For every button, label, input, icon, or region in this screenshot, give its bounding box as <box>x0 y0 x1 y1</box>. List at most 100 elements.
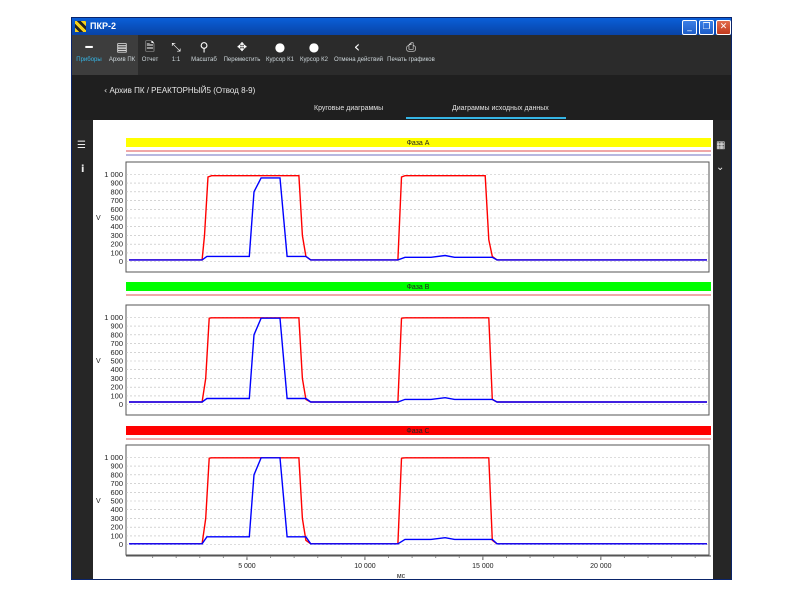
toolbar: ━ Приборы ▤ Архив ПК 🗎 Отчет ⤡ 1:1 ⚲ Мас… <box>72 35 731 75</box>
y-tick-label: 600 <box>110 205 123 214</box>
toolbar-label: Курсор К1 <box>265 57 294 63</box>
active-tab-indicator <box>406 117 566 119</box>
phase-title: Фаза B <box>407 284 430 291</box>
chevron-down-icon[interactable]: ⌄ <box>716 162 725 173</box>
pin-icon: ● <box>274 40 286 54</box>
y-tick-label: 700 <box>110 479 123 488</box>
y-tick-label: 100 <box>110 391 123 400</box>
tab-bar: Круговые диаграммы Диаграммы исходных да… <box>72 102 731 120</box>
breadcrumb[interactable]: ‹ Архив ПК / РЕАКТОРНЫЙ5 (Отвод 8-9) <box>104 86 255 95</box>
phase-header-bar <box>126 426 711 435</box>
toolbar-label: Масштаб <box>191 57 217 63</box>
y-tick-label: 100 <box>110 531 123 540</box>
info-icon[interactable]: i <box>81 164 85 175</box>
y-tick-label: 600 <box>110 348 123 357</box>
y-tick-label: 800 <box>110 330 123 339</box>
title-bar: ПКР-2 _ ❐ ✕ <box>72 18 731 35</box>
toolbar-button-fit[interactable]: ⤡ 1:1 <box>164 35 188 75</box>
app-window: ПКР-2 _ ❐ ✕ ━ Приборы ▤ Архив ПК 🗎 Отчет… <box>71 17 732 580</box>
toolbar-button-print[interactable]: ⎙ Печать графиков <box>386 35 436 75</box>
x-axis: 5 000 10 000 15 000 20 000 мс <box>126 555 711 580</box>
y-tick-label: 200 <box>110 240 123 249</box>
charts-area: Фаза A 0 100 200 300 400 500 600 700 800 900 1 000 V… <box>93 120 713 580</box>
x-tick-label: 20 000 <box>590 563 612 570</box>
toolbar-label: Архив ПК <box>108 57 136 63</box>
minimize-icon[interactable]: _ <box>682 20 697 35</box>
phase-header-bar <box>126 282 711 291</box>
back-icon: ‹ <box>353 37 361 56</box>
series-line-1 <box>129 457 707 545</box>
toolbar-label: Курсор К2 <box>299 57 328 63</box>
series-line-1 <box>129 317 707 403</box>
toolbar-button-cursor-k1[interactable]: ● Курсор К1 <box>264 35 296 75</box>
close-icon[interactable]: ✕ <box>716 20 731 35</box>
toolbar-button-report[interactable]: 🗎 Отчет <box>138 35 162 75</box>
y-tick-label: 900 <box>110 179 123 188</box>
y-tick-label: 900 <box>110 462 123 471</box>
x-tick-label: 15 000 <box>472 563 494 570</box>
toolbar-label: Приборы <box>76 57 102 63</box>
move-icon: ✥ <box>236 40 248 54</box>
plot-frame <box>125 444 710 556</box>
phase-header-bar <box>126 138 711 147</box>
left-sidebar: ☰ i <box>72 120 93 579</box>
list-icon[interactable]: ☰ <box>77 140 86 151</box>
tab-source-data-diagrams[interactable]: Диаграммы исходных данных <box>452 105 549 112</box>
plot-frame <box>125 161 710 273</box>
y-tick-label: 400 <box>110 505 123 514</box>
maximize-icon[interactable]: ❐ <box>699 20 714 35</box>
y-tick-label: 200 <box>110 383 123 392</box>
toolbar-button-undo[interactable]: ‹ Отмена действий <box>334 35 383 75</box>
minus-icon: ━ <box>85 40 93 54</box>
pin-icon: ● <box>308 40 320 54</box>
y-tick-label: 500 <box>110 214 123 223</box>
y-tick-label: 700 <box>110 339 123 348</box>
y-tick-label: 1 000 <box>104 313 123 322</box>
report-icon: 🗎 <box>145 40 155 54</box>
print-icon: ⎙ <box>406 40 416 54</box>
x-tick-label: 5 000 <box>238 563 256 570</box>
toolbar-label: 1:1 <box>171 57 181 63</box>
toolbar-label: Печать графиков <box>387 57 435 63</box>
series-line-1 <box>129 177 707 261</box>
breadcrumb-text: Архив ПК / РЕАКТОРНЫЙ5 (Отвод 8-9) <box>109 86 256 95</box>
y-tick-label: 200 <box>110 523 123 532</box>
y-tick-label: 900 <box>110 322 123 331</box>
y-tick-label: 300 <box>110 374 123 383</box>
archive-icon: ▤ <box>116 40 128 54</box>
phase-title: Фаза A <box>407 140 430 147</box>
y-tick-label: 300 <box>110 231 123 240</box>
y-axis-label: V <box>96 358 101 365</box>
y-axis-label: V <box>96 215 101 222</box>
app-logo-icon <box>75 21 86 32</box>
toolbar-label: Переместить <box>223 57 261 63</box>
y-tick-label: 1 000 <box>104 453 123 462</box>
y-axis-label: V <box>96 498 101 505</box>
toolbar-button-instruments[interactable]: ━ Приборы <box>72 35 106 75</box>
phase-title: Фаза C <box>406 428 429 435</box>
zoom-icon: ⚲ <box>199 40 209 54</box>
toolbar-button-archive[interactable]: ▤ Архив ПК <box>106 35 138 75</box>
x-tick-label: 10 000 <box>354 563 376 570</box>
x-axis-unit: мс <box>397 573 406 579</box>
plot-frame <box>125 304 710 416</box>
toolbar-button-move[interactable]: ✥ Переместить <box>222 35 262 75</box>
chevron-left-icon[interactable]: ‹ <box>104 86 108 95</box>
y-tick-label: 500 <box>110 357 123 366</box>
y-tick-label: 0 <box>119 257 123 266</box>
table-icon[interactable]: ▦ <box>716 140 726 151</box>
y-tick-label: 0 <box>119 400 123 409</box>
y-tick-label: 100 <box>110 248 123 257</box>
right-sidebar: ▦ ⌄ <box>713 120 731 579</box>
y-tick-label: 0 <box>119 540 123 549</box>
toolbar-button-cursor-k2[interactable]: ● Курсор К2 <box>298 35 330 75</box>
fit-icon: ⤡ <box>171 40 181 54</box>
toolbar-button-zoom[interactable]: ⚲ Масштаб <box>190 35 218 75</box>
window-title: ПКР-2 <box>90 21 116 31</box>
y-tick-label: 800 <box>110 187 123 196</box>
tab-circular-diagrams[interactable]: Круговые диаграммы <box>314 105 384 112</box>
